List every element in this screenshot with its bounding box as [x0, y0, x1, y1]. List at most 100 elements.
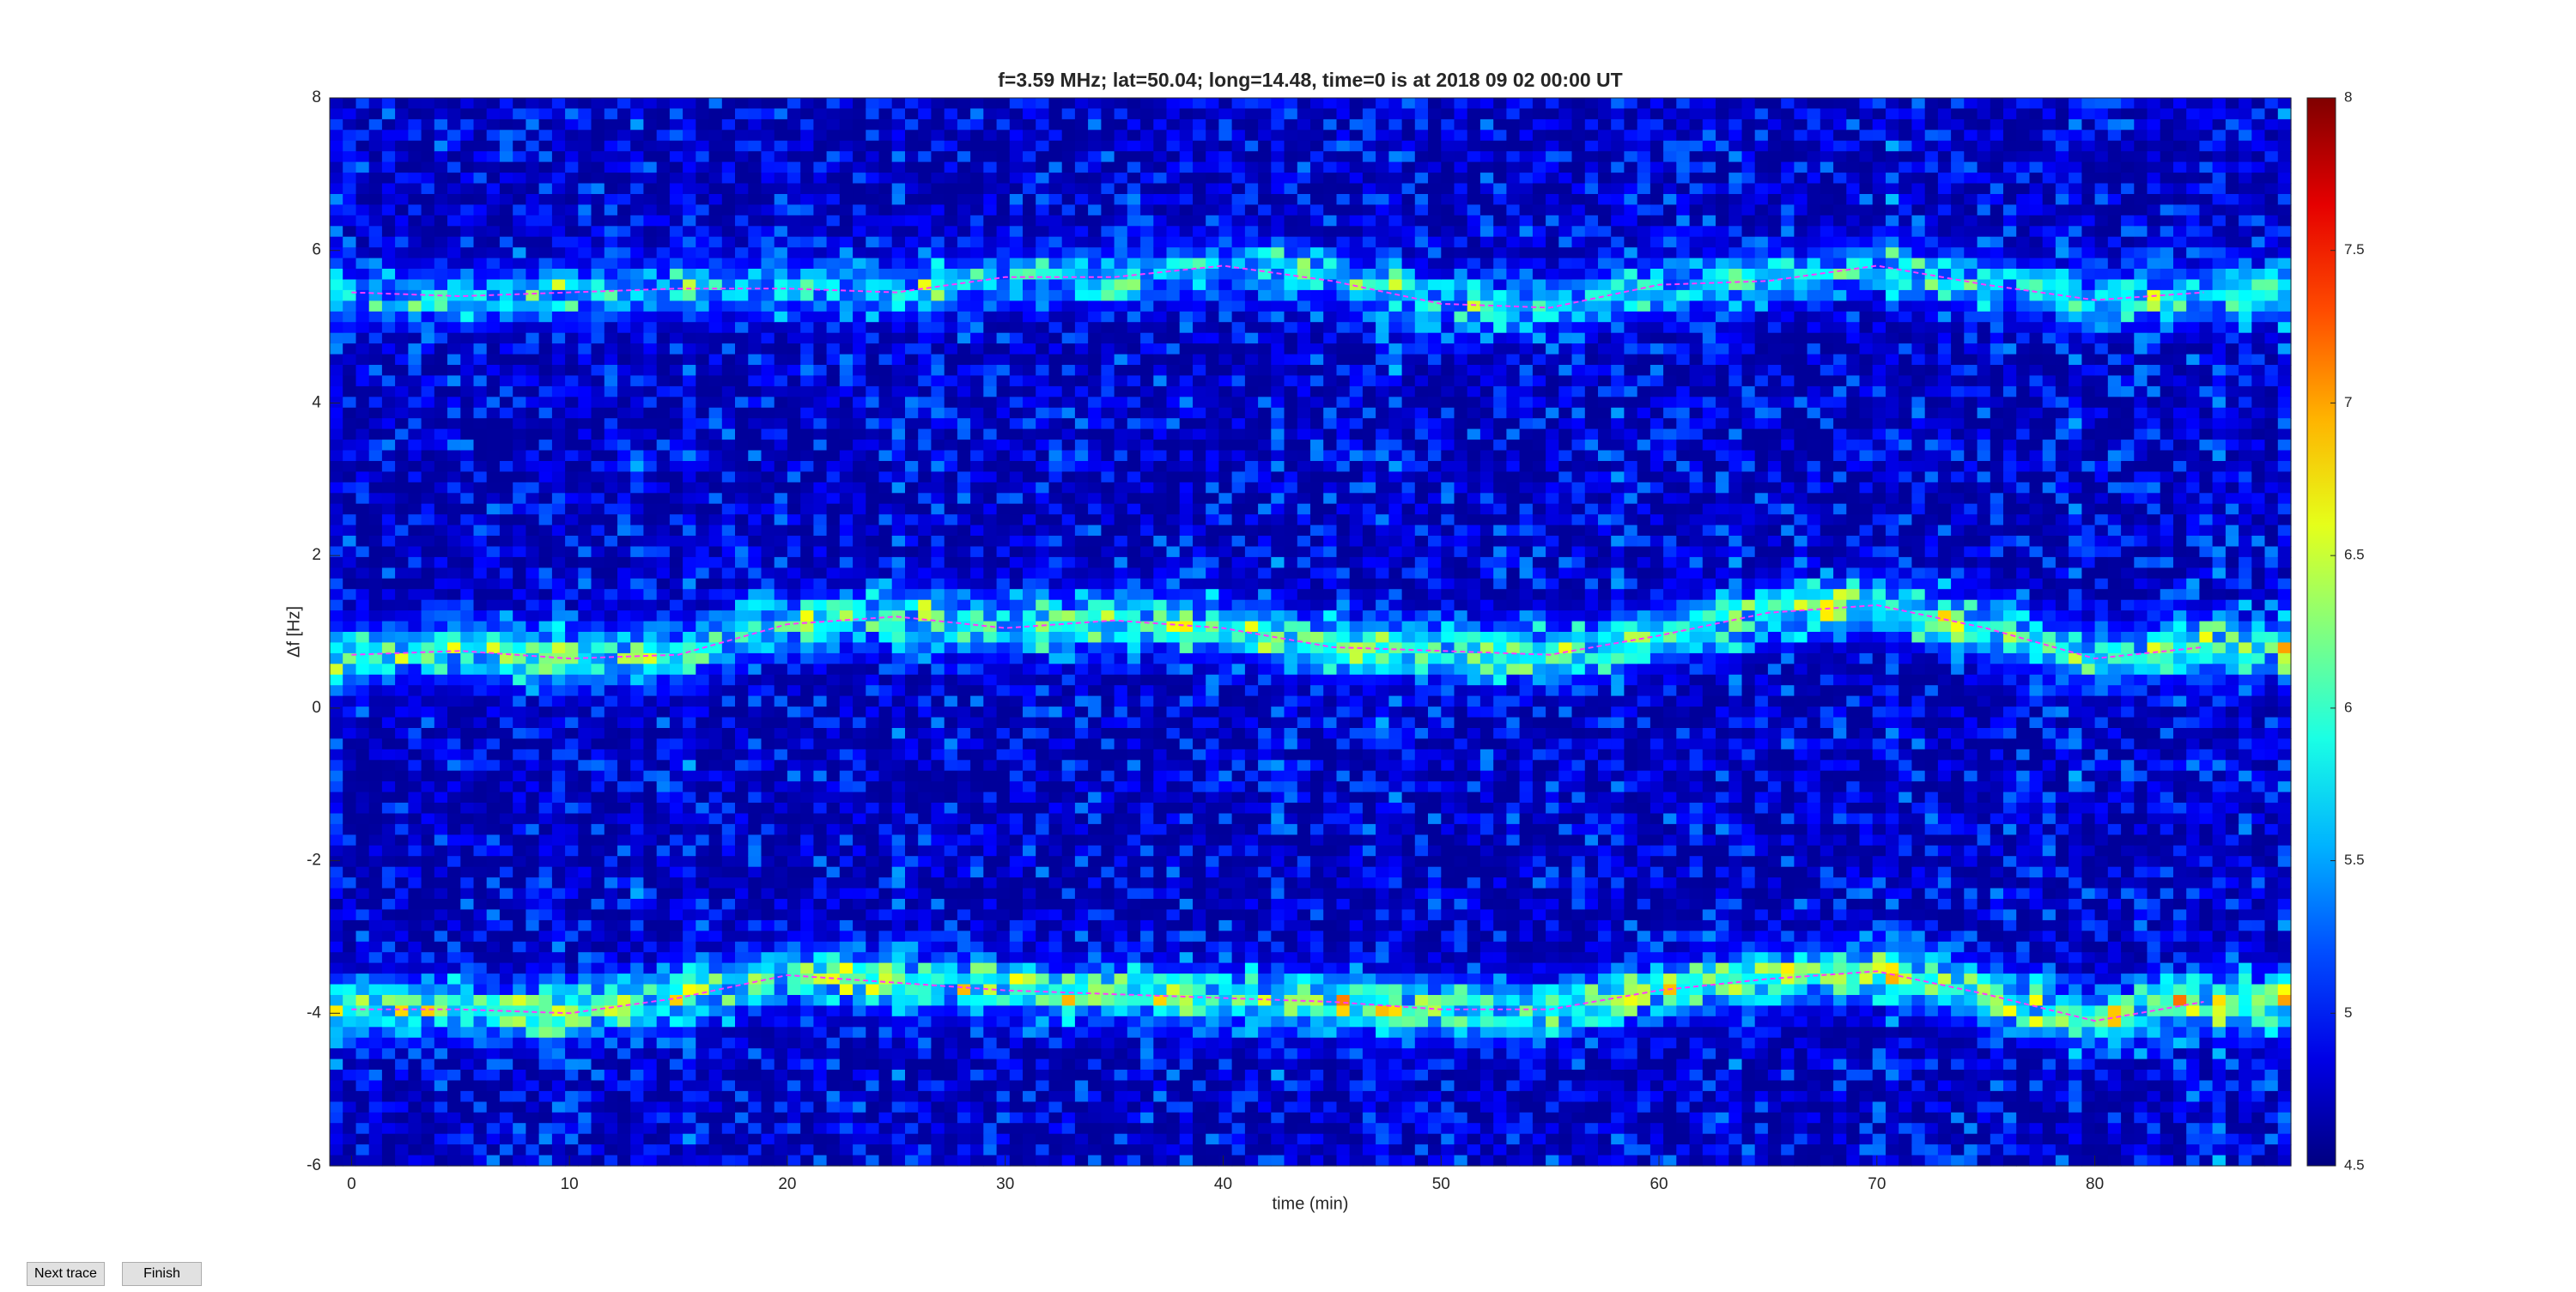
heatmap-cell [551, 546, 566, 558]
heatmap-cell [421, 995, 435, 1006]
heatmap-cell [708, 450, 723, 462]
heatmap-cell [473, 1070, 488, 1081]
heatmap-cell [565, 792, 579, 804]
heatmap-cell [473, 974, 488, 986]
heatmap-cell [878, 919, 893, 931]
heatmap-cell [355, 707, 370, 719]
heatmap-cell [538, 856, 553, 868]
heatmap-cell [513, 108, 526, 120]
heatmap-cell [565, 525, 579, 537]
heatmap-cell [460, 941, 475, 953]
heatmap-cell [787, 599, 801, 611]
heatmap-cell [473, 183, 488, 195]
heatmap-cell [473, 536, 488, 547]
heatmap-cell [630, 952, 644, 964]
heatmap-cell [813, 1133, 828, 1145]
heatmap-cell [813, 108, 828, 120]
heatmap-cell [683, 749, 696, 761]
heatmap-cell [774, 1037, 788, 1049]
heatmap-cell [421, 546, 435, 558]
heatmap-cell [866, 909, 880, 921]
heatmap-cell [368, 803, 383, 814]
heatmap-cell [931, 118, 945, 130]
heatmap-cell [551, 877, 566, 889]
heatmap-cell [813, 1112, 828, 1124]
heatmap-cell [551, 322, 566, 334]
heatmap-cell [381, 621, 396, 633]
heatmap-cell [551, 834, 566, 846]
heatmap-cell [591, 461, 605, 472]
heatmap-cell [839, 652, 854, 664]
heatmap-cell [460, 204, 475, 216]
heatmap-cell [513, 482, 526, 494]
heatmap-cell [591, 407, 605, 419]
heatmap-cell [787, 1005, 801, 1017]
heatmap-cell [683, 717, 696, 729]
heatmap-cell [486, 834, 501, 846]
heatmap-cell [551, 1005, 566, 1017]
heatmap-cell [460, 1101, 475, 1113]
heatmap-cell [551, 173, 566, 185]
heatmap-cell [343, 1112, 356, 1124]
heatmap-cell [905, 578, 919, 590]
heatmap-cell [513, 717, 526, 729]
heatmap-cell [395, 1112, 409, 1124]
heatmap-cell [787, 1070, 801, 1081]
heatmap-cell [931, 173, 945, 185]
heatmap-cell [343, 279, 356, 291]
heatmap-cell [330, 343, 343, 355]
heatmap-cell [460, 300, 475, 312]
heatmap-cell [330, 108, 343, 120]
heatmap-cell [591, 1133, 605, 1145]
heatmap-cell [381, 919, 396, 931]
heatmap-cell [578, 674, 592, 686]
heatmap-cell [408, 428, 422, 440]
heatmap-cell [683, 877, 696, 889]
heatmap-cell [721, 161, 736, 173]
heatmap-cell [447, 1070, 461, 1081]
heatmap-cell [408, 717, 422, 729]
heatmap-cell [538, 118, 553, 130]
heatmap-cell [866, 1027, 880, 1039]
heatmap-cell [460, 407, 475, 419]
heatmap-cell [748, 760, 762, 772]
heatmap-cell [486, 632, 501, 643]
heatmap-cell [395, 781, 409, 793]
heatmap-cell [656, 578, 671, 590]
heatmap-cell [683, 514, 696, 526]
heatmap-cell [434, 407, 448, 419]
heatmap-cell [905, 226, 919, 238]
heatmap-cell [683, 792, 696, 804]
heatmap-cell [761, 130, 775, 142]
heatmap-cell [486, 525, 501, 537]
heatmap-cell [447, 919, 461, 931]
heatmap-cell [721, 1016, 736, 1028]
heatmap-cell [486, 1123, 501, 1135]
heatmap-cell [866, 888, 880, 900]
heatmap-cell [551, 941, 566, 953]
heatmap-cell [826, 1070, 841, 1081]
heatmap-cell [381, 1090, 396, 1102]
heatmap-cell [918, 258, 932, 270]
heatmap-cell [330, 322, 343, 334]
heatmap-cell [526, 1037, 540, 1049]
heatmap-cell [604, 931, 618, 943]
heatmap-cell [408, 354, 422, 366]
heatmap-cell [656, 728, 671, 739]
heatmap-cell [957, 151, 971, 163]
heatmap-cell [866, 856, 880, 868]
heatmap-cell [891, 108, 906, 120]
heatmap-cell [630, 173, 644, 185]
heatmap-cell [473, 803, 488, 814]
heatmap-cell [748, 258, 762, 270]
heatmap-cell [591, 1123, 605, 1135]
heatmap-cell [565, 493, 579, 505]
heatmap-cell [918, 995, 932, 1006]
heatmap-cell [918, 194, 932, 205]
heatmap-cell [957, 1144, 971, 1156]
heatmap-cell [866, 300, 880, 312]
heatmap-cell [826, 236, 841, 248]
heatmap-cell [761, 514, 775, 526]
heatmap-cell [696, 418, 710, 430]
heatmap-cell [826, 845, 841, 857]
